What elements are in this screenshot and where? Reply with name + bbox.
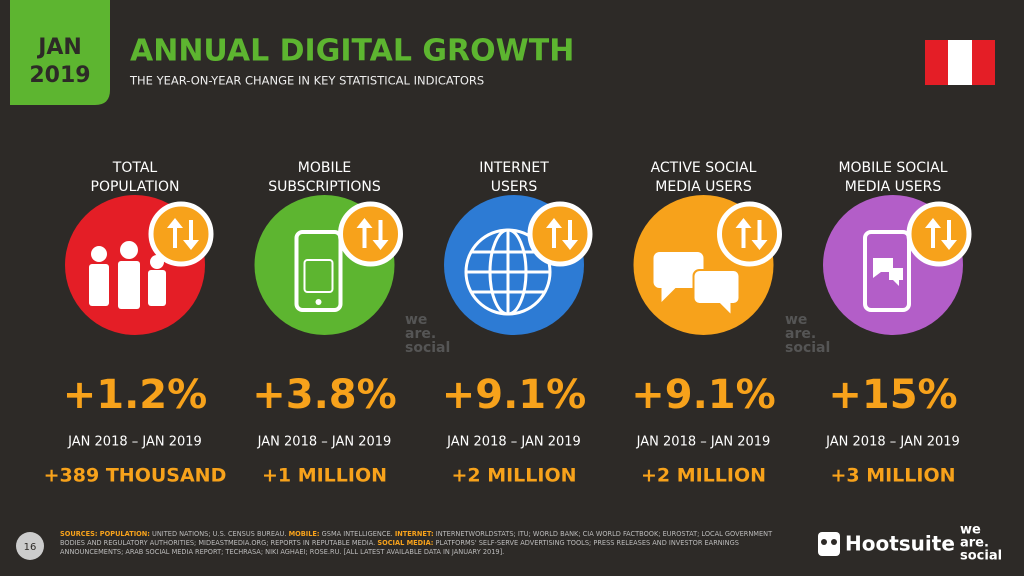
absolute-change: +2 MILLION (451, 465, 576, 487)
page-badge (16, 532, 44, 560)
period: JAN 2018 – JAN 2019 (446, 435, 581, 450)
we-are-social: we (960, 523, 981, 538)
indicator: MOBILE SUBSCRIPTIONS +3.8% JAN 2018 – JAN 2… (252, 160, 403, 487)
absolute-change: +1 MILLION (262, 465, 387, 487)
absolute-change: +3 MILLION (830, 465, 955, 487)
icon (653, 252, 741, 319)
badge-arrows (546, 218, 578, 250)
indicator-label: POPULATION (91, 179, 180, 195)
badge-arrows (925, 218, 957, 250)
year: 2019 (29, 63, 90, 88)
indicator-label: INTERNET (479, 160, 549, 176)
absolute-change: +389 THOUSAND (44, 465, 227, 487)
indicator-label: MOBILE SOCIAL (838, 160, 947, 176)
indicator-label: TOTAL (112, 160, 158, 176)
badge (148, 201, 214, 267)
indicator: TOTAL POPULATION +1.2% JAN 2018 – JAN 2019 +… (44, 160, 227, 487)
source-text: GSMA INTELLIGENCE. (319, 530, 395, 538)
title: ANNUAL DIGITAL GROWTH (130, 34, 574, 69)
source-text: INTERNETWORLDSTATS; ITU; WORLD BANK; CIA… (60, 530, 773, 547)
watermark: we (785, 312, 807, 328)
badge (906, 201, 972, 267)
subtitle: THE YEAR-ON-YEAR CHANGE IN KEY STATISTIC… (129, 74, 484, 88)
indicator-label: ACTIVE SOCIAL (651, 160, 757, 176)
indicator: MOBILE SOCIAL MEDIA USERS +15% JAN 2018 – J… (823, 160, 972, 487)
watermark: social (785, 340, 830, 356)
flag (925, 40, 995, 85)
badge (717, 201, 782, 267)
change: +3.8% (252, 372, 396, 418)
badge-arrows (167, 218, 199, 250)
change: +9.1% (631, 372, 775, 418)
we-are-social: are. (960, 536, 989, 551)
indicator-label: SUBSCRIPTIONS (268, 179, 381, 195)
sources: SOURCES: POPULATION: UNITED NATIONS; U.S… (60, 530, 780, 557)
we-are-social: social (960, 549, 1002, 564)
watermark: social (405, 340, 450, 356)
indicator-label: MEDIA USERS (655, 179, 752, 195)
icon (464, 228, 552, 316)
change: +1.2% (63, 372, 207, 418)
source-text: MOBILE: (288, 530, 320, 538)
absolute-change: +2 MILLION (641, 465, 766, 487)
change: +9.1% (442, 372, 586, 418)
change: +15% (828, 372, 957, 418)
indicator: INTERNET USERS +9.1% JAN 2018 – JAN 2019 +2 … (442, 160, 593, 487)
month: JAN (36, 35, 82, 60)
watermark: are. (785, 326, 816, 342)
badge (527, 201, 593, 267)
source-text: SOURCES: POPULATION: (60, 530, 150, 538)
indicator-label: MEDIA USERS (845, 179, 942, 195)
indicator: ACTIVE SOCIAL MEDIA USERS +9.1% JAN 2018 – … (631, 160, 782, 487)
hootsuite: Hootsuite (845, 532, 955, 556)
badge-arrows (735, 218, 768, 250)
page-number: 16 (24, 542, 37, 553)
icon (863, 230, 911, 312)
source-text: UNITED NATIONS; U.S. CENSUS BUREAU. (149, 530, 289, 538)
source-text: PLATFORMS' SELF-SERVE ADVERTISING TOOLS;… (60, 539, 739, 556)
indicator-label: MOBILE (298, 160, 351, 176)
badge-arrows (356, 218, 389, 250)
watermark: are. (405, 326, 436, 342)
source-text: INTERNET: (394, 530, 434, 538)
indicator-label: USERS (491, 179, 538, 195)
period: JAN 2018 – JAN 2019 (825, 435, 960, 450)
badge (338, 201, 403, 267)
date-box (10, 0, 110, 105)
period: JAN 2018 – JAN 2019 (67, 435, 202, 450)
watermark: we (405, 312, 427, 328)
source-text: SOCIAL MEDIA: (377, 539, 434, 547)
period: JAN 2018 – JAN 2019 (636, 435, 771, 450)
period: JAN 2018 – JAN 2019 (257, 435, 392, 450)
icon (294, 230, 343, 312)
hootsuite-logo (818, 532, 840, 556)
